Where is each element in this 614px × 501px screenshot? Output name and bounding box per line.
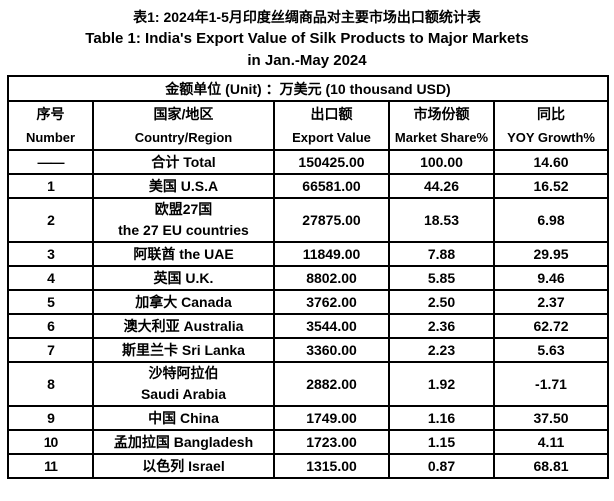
cell-export-value: 3544.00 — [273, 313, 390, 339]
cell-market-share: 1.92 — [388, 361, 495, 407]
table-row: 7 斯里兰卡 Sri Lanka 3360.00 2.23 5.63 — [7, 337, 610, 363]
cell-export-value: 27875.00 — [273, 197, 390, 243]
table-row: 11 以色列 Israel 1315.00 0.87 68.81 — [7, 453, 610, 479]
cell-export-value: 2882.00 — [273, 361, 390, 407]
cell-country: 加拿大 Canada — [92, 289, 275, 315]
cell-market-share: 1.15 — [388, 429, 495, 455]
cell-export-value: 1723.00 — [273, 429, 390, 455]
cell-market-share: 2.36 — [388, 313, 495, 339]
cell-number: 11 — [7, 453, 94, 479]
column-header-number: 序号 Number — [7, 100, 94, 151]
cell-export-value: 66581.00 — [273, 173, 390, 199]
cell-number: 2 — [7, 197, 94, 243]
cell-market-share: 1.16 — [388, 405, 495, 431]
table-row: 3 阿联酋 the UAE 11849.00 7.88 29.95 — [7, 241, 610, 267]
unit-note: 金额单位 (Unit) ：万美元 (10 thousand USD) — [6, 75, 610, 102]
cell-yoy-growth: 14.60 — [492, 149, 610, 175]
cell-export-value: 1749.00 — [273, 405, 390, 431]
cell-yoy-growth: 2.37 — [492, 289, 610, 315]
cell-market-share: 2.23 — [388, 337, 495, 363]
table-row: 4 英国 U.K. 8802.00 5.85 9.46 — [7, 265, 610, 291]
cell-export-value: 8802.00 — [273, 265, 390, 291]
cell-number: 1 — [7, 173, 94, 199]
table-title-en: Table 1: India's Export Value of Silk Pr… — [85, 30, 529, 47]
table-row: —— 合计 Total 150425.00 100.00 14.60 — [7, 149, 610, 175]
column-header-country: 国家/地区 Country/Region — [92, 100, 275, 151]
cell-yoy-growth: 6.98 — [492, 197, 610, 243]
cell-market-share: 44.26 — [388, 173, 495, 199]
column-header-zh: 序号 — [36, 106, 65, 122]
table-title-en-line2: in Jan.-May 2024 — [247, 52, 367, 69]
cell-yoy-growth: 62.72 — [492, 313, 610, 339]
cell-yoy-growth: 37.50 — [492, 405, 610, 431]
column-header-en: Market Share% — [394, 130, 489, 145]
cell-export-value: 3762.00 — [273, 289, 390, 315]
table-row: 2 欧盟27国 the 27 EU countries 27875.00 18.53 6… — [7, 197, 610, 243]
cell-export-value: 1315.00 — [273, 453, 390, 479]
table-row: 10 孟加拉国 Bangladesh 1723.00 1.15 4.11 — [7, 429, 610, 455]
column-header-en: YOY Growth% — [507, 130, 595, 145]
column-header-market-share: 市场份额 Market Share% — [388, 100, 495, 151]
cell-export-value: 150425.00 — [273, 149, 390, 175]
cell-country: 美国 U.S.A — [92, 173, 275, 199]
column-header-en: Country/Region — [134, 130, 233, 145]
cell-country: 合计 Total — [92, 149, 275, 175]
cell-market-share: 2.50 — [388, 289, 495, 315]
cell-yoy-growth: 16.52 — [492, 173, 610, 199]
column-header-zh: 国家/地区 — [153, 106, 214, 122]
cell-market-share: 7.88 — [388, 241, 495, 267]
table-row: 6 澳大利亚 Australia 3544.00 2.36 62.72 — [7, 313, 610, 339]
column-header-en: Export Value — [292, 130, 371, 145]
cell-country: 中国 China — [92, 405, 275, 431]
cell-number: —— — [7, 149, 94, 175]
table-title-zh: 表1: 2024年1-5月印度丝绸商品对主要市场出口额统计表 — [133, 9, 481, 25]
cell-yoy-growth: 68.81 — [492, 453, 610, 479]
table-row: 5 加拿大 Canada 3762.00 2.50 2.37 — [7, 289, 610, 315]
cell-market-share: 5.85 — [388, 265, 495, 291]
cell-country: 以色列 Israel — [92, 453, 275, 479]
cell-yoy-growth: 9.46 — [492, 265, 610, 291]
column-header-export-value: 出口额 Export Value — [273, 100, 390, 151]
cell-country: 欧盟27国 the 27 EU countries — [92, 197, 275, 243]
cell-country: 孟加拉国 Bangladesh — [92, 429, 275, 455]
cell-number: 6 — [7, 313, 94, 339]
silk-export-table: 金额单位 (Unit) ：万美元 (10 thousand USD) 序号 Num… — [6, 75, 610, 479]
cell-yoy-growth: 5.63 — [492, 337, 610, 363]
column-header-zh: 市场份额 — [413, 106, 470, 122]
column-header-zh: 同比 — [537, 106, 565, 122]
cell-number: 3 — [7, 241, 94, 267]
cell-yoy-growth: 4.11 — [492, 429, 610, 455]
cell-country: 阿联酋 the UAE — [92, 241, 275, 267]
column-header-yoy-growth: 同比 YOY Growth% — [492, 100, 610, 151]
cell-number: 10 — [7, 429, 94, 455]
cell-market-share: 18.53 — [388, 197, 495, 243]
cell-number: 4 — [7, 265, 94, 291]
column-header-en: Number — [25, 130, 76, 145]
unit-row: 金额单位 (Unit) ：万美元 (10 thousand USD) — [6, 75, 610, 102]
cell-yoy-growth: 29.95 — [492, 241, 610, 267]
table-row: 9 中国 China 1749.00 1.16 37.50 — [7, 405, 610, 431]
cell-country: 澳大利亚 Australia — [92, 313, 275, 339]
cell-number: 8 — [7, 361, 94, 407]
cell-country: 英国 U.K. — [92, 265, 275, 291]
cell-number: 9 — [7, 405, 94, 431]
cell-yoy-growth: -1.71 — [492, 361, 610, 407]
table-row: 1 美国 U.S.A 66581.00 44.26 16.52 — [7, 173, 610, 199]
cell-market-share: 100.00 — [388, 149, 495, 175]
column-header-zh: 出口额 — [310, 106, 353, 122]
cell-export-value: 11849.00 — [273, 241, 390, 267]
cell-country: 斯里兰卡 Sri Lanka — [92, 337, 275, 363]
cell-country: 沙特阿拉伯 Saudi Arabia — [92, 361, 275, 407]
header-row: 序号 Number 国家/地区 Country/Region 出口额 Export Val… — [7, 100, 610, 151]
table-row: 8 沙特阿拉伯 Saudi Arabia 2882.00 1.92 -1.71 — [7, 361, 610, 407]
cell-export-value: 3360.00 — [273, 337, 390, 363]
cell-number: 7 — [7, 337, 94, 363]
cell-number: 5 — [7, 289, 94, 315]
cell-market-share: 0.87 — [388, 453, 495, 479]
